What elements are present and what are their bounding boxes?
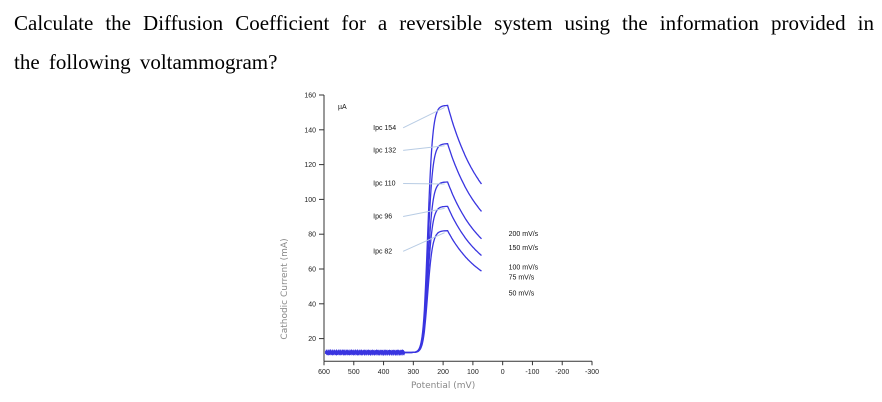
y-tick-label: 60 bbox=[308, 267, 316, 274]
series-line-4 bbox=[325, 230, 482, 356]
scan-rate-label: 75 mV/s bbox=[509, 275, 535, 282]
x-tick-label: 0 bbox=[501, 369, 505, 376]
peak-leader-line bbox=[403, 182, 445, 185]
scan-rate-label: 200 mV/s bbox=[509, 231, 539, 238]
y-tick-label: 100 bbox=[304, 197, 316, 204]
peak-leader-line bbox=[402, 106, 445, 129]
scan-rate-label: 50 mV/s bbox=[509, 290, 535, 297]
question-text: Calculate the Diffusion Coefficient for … bbox=[14, 11, 874, 74]
y-tick-label: 140 bbox=[304, 127, 316, 134]
peak-current-label: Ipc 96 bbox=[373, 214, 392, 221]
x-tick-label: 300 bbox=[407, 369, 419, 376]
x-tick-label: -300 bbox=[585, 369, 599, 376]
y-tick-label: 20 bbox=[308, 336, 316, 343]
peak-current-label: Ipc 132 bbox=[373, 147, 396, 154]
peak-leader-line bbox=[403, 207, 445, 218]
unit-label: µA bbox=[338, 104, 347, 111]
series-line-0 bbox=[324, 104, 483, 356]
series-line-2 bbox=[324, 181, 482, 357]
scan-rate-label: 150 mV/s bbox=[509, 245, 539, 252]
peak-leader-line bbox=[402, 232, 445, 252]
series-line-3 bbox=[324, 205, 482, 357]
y-tick-label: 80 bbox=[308, 232, 316, 239]
x-axis-label: Potential (mV) bbox=[411, 381, 475, 391]
x-tick-label: 100 bbox=[467, 369, 479, 376]
peak-current-label: Ipc 110 bbox=[373, 180, 396, 187]
scan-rate-label: 100 mV/s bbox=[509, 264, 539, 271]
y-tick-label: 120 bbox=[304, 162, 316, 169]
x-tick-label: -200 bbox=[555, 369, 569, 376]
peak-leader-line bbox=[403, 145, 445, 151]
x-tick-label: -100 bbox=[525, 369, 539, 376]
y-tick-label: 160 bbox=[304, 93, 316, 100]
x-tick-label: 600 bbox=[318, 369, 330, 376]
peak-current-label: Ipc 82 bbox=[373, 248, 392, 255]
y-axis-label: Cathodic Current (mA) bbox=[280, 238, 290, 339]
x-tick-label: 400 bbox=[378, 369, 390, 376]
y-tick-label: 40 bbox=[308, 301, 316, 308]
x-tick-label: 200 bbox=[437, 369, 449, 376]
x-tick-label: 500 bbox=[348, 369, 360, 376]
peak-current-label: Ipc 154 bbox=[373, 125, 396, 132]
